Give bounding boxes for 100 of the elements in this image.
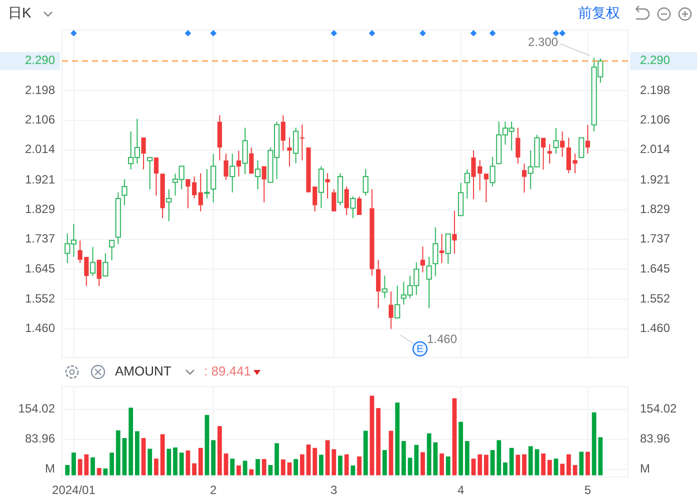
y2-tick-label: M (640, 462, 650, 476)
chart-subtitle: : 89.441 (204, 363, 251, 378)
candlestick (445, 233, 451, 264)
bar (458, 422, 464, 476)
bar (217, 426, 222, 476)
bar (179, 452, 184, 476)
bar (103, 468, 108, 476)
candlestick (210, 153, 216, 203)
bar (503, 462, 508, 476)
bar (338, 456, 342, 476)
bar (471, 458, 476, 476)
bar (134, 431, 140, 476)
candlestick (439, 233, 444, 264)
bar (65, 465, 70, 476)
bar (122, 438, 127, 476)
y2-tick-label: 2.198 (640, 82, 670, 97)
bar (141, 438, 146, 476)
bar (357, 456, 362, 476)
bar (148, 448, 152, 476)
bar (350, 465, 356, 476)
bar (516, 454, 520, 476)
y-tick-label: 1.737 (24, 232, 56, 246)
bar (280, 459, 286, 476)
candlestick (388, 290, 394, 330)
bar (274, 443, 279, 476)
y-tick-label: 1.552 (24, 291, 56, 306)
bar (566, 454, 571, 476)
candlestick (262, 166, 266, 203)
text: 前复权 (578, 4, 620, 21)
bar (110, 452, 114, 476)
bar (262, 459, 266, 476)
y-tick-label: 1.829 (24, 202, 56, 216)
y-tick-label: 154.02 (18, 402, 56, 416)
candlestick (370, 188, 374, 276)
candlestick (287, 136, 292, 168)
bar (579, 452, 584, 476)
candlestick (344, 186, 349, 216)
candlestick (102, 252, 108, 276)
y-tick-label: 1.645 (24, 261, 56, 276)
candlestick (217, 114, 222, 161)
x-tick-label: 2024/01 (52, 483, 96, 498)
candlestick (420, 246, 426, 273)
ref-line-label: 2.290 (24, 53, 56, 68)
candlestick (452, 210, 457, 254)
bar (173, 447, 178, 476)
bar (522, 454, 526, 476)
bar (464, 441, 470, 476)
candlestick (154, 157, 159, 196)
y2-tick-label: 1.829 (640, 202, 670, 216)
candlestick (293, 127, 299, 164)
y-tick-label: M (45, 462, 55, 476)
candlestick (280, 114, 286, 152)
x-tick-label: 5 (584, 483, 592, 498)
bar (294, 459, 298, 476)
y-tick-label: 2.014 (24, 142, 56, 156)
y2-tick-label: 1.460 (640, 321, 670, 336)
bar (484, 454, 488, 476)
chart-title: 日K (8, 4, 32, 21)
candlestick (141, 137, 146, 170)
y-tick-label: 2.106 (24, 112, 56, 127)
bar (204, 414, 210, 476)
candlestick (458, 182, 464, 216)
y-tick-label: 1.921 (24, 172, 56, 186)
bar (376, 408, 381, 476)
candlestick (115, 192, 121, 244)
candlestick (204, 168, 210, 199)
candlestick (376, 259, 381, 309)
bar (128, 408, 134, 476)
bar (382, 450, 387, 476)
bar (490, 450, 495, 476)
bar (90, 457, 95, 476)
candlestick (484, 174, 488, 203)
chart-title: AMOUNT (115, 363, 172, 378)
bar (319, 454, 324, 476)
bar (230, 458, 235, 476)
candlestick (318, 166, 324, 209)
candlestick (560, 130, 565, 158)
candlestick (464, 168, 470, 199)
bar (363, 430, 368, 476)
candlestick (166, 188, 172, 222)
y2-tick-label: 1.737 (640, 232, 670, 246)
bar (541, 453, 546, 476)
candlestick (242, 127, 248, 174)
candlestick (192, 176, 197, 199)
y2-tick-label: 1.645 (640, 261, 670, 276)
bar (547, 460, 552, 476)
candlestick (96, 260, 102, 286)
bar (300, 454, 304, 476)
x-tick-label: 3 (330, 483, 338, 498)
candlestick (522, 163, 527, 194)
candlestick (122, 178, 128, 206)
candlestick (147, 156, 153, 190)
bar (344, 454, 349, 476)
bar (211, 440, 216, 476)
y-tick-label: 2.198 (24, 82, 56, 97)
bar (268, 465, 273, 476)
annotation: 2.300 (528, 34, 558, 49)
bar (446, 456, 450, 476)
bar (528, 446, 533, 476)
candlestick (362, 168, 368, 196)
